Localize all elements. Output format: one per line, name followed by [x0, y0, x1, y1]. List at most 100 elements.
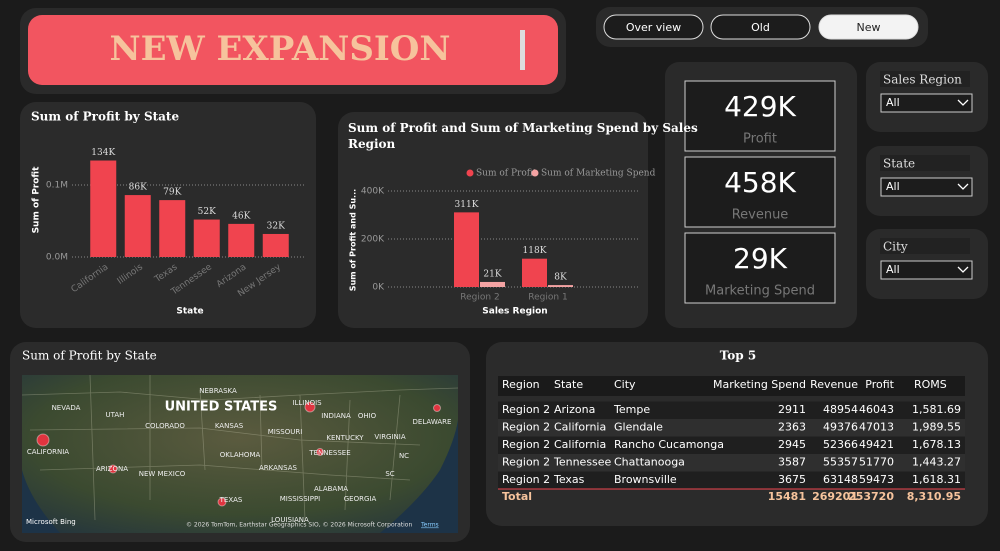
kpi-label: Profit — [743, 132, 777, 147]
table-cell: 63148 — [823, 473, 858, 486]
map-label: TEXAS — [219, 496, 243, 504]
y-tick-label: 200K — [361, 235, 385, 245]
nav-button[interactable] — [818, 14, 919, 40]
table-cell: 1,989.55 — [912, 421, 961, 434]
map-water — [22, 420, 458, 533]
table-row-bg — [498, 454, 965, 472]
map-title: Sum of Profit by State — [22, 349, 157, 363]
bar — [548, 285, 573, 287]
map-label: NC — [399, 452, 409, 460]
table-row-bg — [498, 436, 965, 454]
slicer-value[interactable]: All — [886, 263, 900, 276]
table-cell: Region 2 — [502, 421, 550, 434]
slicer-dropdown[interactable] — [880, 93, 973, 113]
map-terms[interactable]: Terms — [420, 522, 439, 529]
kpi-card — [684, 80, 836, 152]
data-label: 52K — [198, 207, 216, 217]
map-label: OKLAHOMA — [220, 451, 261, 459]
table: Region State City Marketing Spend Revenue Pro… — [498, 376, 965, 503]
map-label: KANSAS — [215, 422, 244, 430]
table-cell: Tempe — [613, 403, 650, 416]
map-borders — [21, 374, 459, 521]
data-label: 118K — [523, 246, 547, 256]
map-bubble — [217, 497, 227, 507]
table-cell: 47013 — [859, 421, 894, 434]
table-cell: 52366 — [823, 438, 858, 451]
data-label: 46K — [232, 211, 250, 221]
bar — [480, 281, 505, 287]
chart-title: Sum of Profit and Sum of Marketing Spend… — [348, 121, 698, 151]
kpi-value: 29K — [733, 242, 788, 275]
slicer-value[interactable]: All — [886, 96, 900, 109]
y-axis-title: Sum of Profit and Su... — [349, 189, 358, 291]
map-provider: Microsoft Bing — [26, 518, 76, 526]
slicer-chevron — [957, 99, 969, 106]
table-cell: 1,443.27 — [912, 456, 961, 469]
table-row-bg — [498, 401, 965, 419]
data-label: 32K — [267, 221, 285, 231]
slicer-chevron — [957, 266, 969, 273]
data-label: 79K — [163, 188, 181, 198]
nav-button-label[interactable]: New — [857, 21, 881, 34]
table-cell: Region 2 — [502, 438, 550, 451]
table-cell: California — [554, 421, 606, 434]
bar — [124, 195, 151, 257]
header-banner — [28, 15, 558, 85]
slicer-label: State — [883, 157, 915, 171]
kpi-value: 458K — [724, 166, 796, 199]
map-label: NEVADA — [52, 404, 81, 412]
slicer-label: City — [883, 240, 908, 254]
table-cell: California — [554, 438, 606, 451]
table-cell: Rancho Cucamonga — [614, 438, 724, 451]
table-cell: Region 2 — [502, 456, 550, 469]
slicer-dropdown[interactable] — [880, 260, 973, 280]
table-cell: 55357 — [823, 456, 858, 469]
table-cell: 46043 — [859, 403, 894, 416]
table-cell: 2945 — [778, 438, 806, 451]
nav-button[interactable] — [710, 14, 811, 40]
map-label: DELAWARE — [413, 418, 452, 426]
slicer-chevron — [957, 183, 969, 190]
map-bubble — [433, 404, 441, 412]
table-cell: Brownsville — [614, 473, 677, 486]
data-label: 311K — [455, 200, 479, 210]
table-cell: 48954 — [823, 403, 858, 416]
nav-button[interactable] — [603, 14, 704, 40]
slicer-header — [880, 71, 970, 87]
map-label: TENNESSEE — [308, 449, 350, 457]
table-cell: 49376 — [823, 421, 858, 434]
slicer-label: Sales Region — [883, 73, 962, 87]
map-bubble — [316, 448, 324, 456]
y-axis-title: Sum of Profit — [32, 166, 42, 234]
kpi-label: Marketing Spend — [705, 284, 815, 299]
table-cell: 3587 — [778, 456, 806, 469]
map-label: VIRGINIA — [374, 433, 406, 441]
table-header: Region — [502, 378, 540, 391]
slicer-dropdown[interactable] — [880, 177, 973, 197]
kpi-card — [684, 232, 836, 304]
table-cell: 49421 — [859, 438, 894, 451]
table-cell: 1,678.13 — [912, 438, 961, 451]
map-copyright: © 2026 TomTom, Earthstar Geographics SIO… — [186, 522, 412, 529]
map-label: COLORADO — [145, 422, 185, 430]
table-cell: Texas — [553, 473, 585, 486]
map-label: INDIANA — [321, 412, 351, 420]
map-bubble — [304, 401, 316, 413]
data-label: 86K — [129, 183, 147, 193]
table-title: Top 5 — [720, 349, 756, 363]
data-label: 21K — [483, 269, 501, 279]
header-title: NEW EXPANSION — [109, 29, 450, 69]
nav-button-label[interactable]: Old — [751, 21, 770, 34]
slicer-value[interactable]: All — [886, 180, 900, 193]
x-axis-title: Sales Region — [482, 307, 547, 317]
table-cell: Glendale — [614, 421, 663, 434]
legend-swatch — [531, 169, 539, 177]
table-header: ROMS — [914, 378, 947, 391]
slicers: Sales Region All State All City All — [866, 62, 988, 299]
map-label: ALABAMA — [314, 485, 348, 493]
map-label: MISSOURI — [268, 428, 303, 436]
y-tick-label: 0.1M — [46, 181, 68, 191]
nav-button-label[interactable]: Over view — [626, 21, 681, 34]
table-header: Revenue — [810, 378, 858, 391]
